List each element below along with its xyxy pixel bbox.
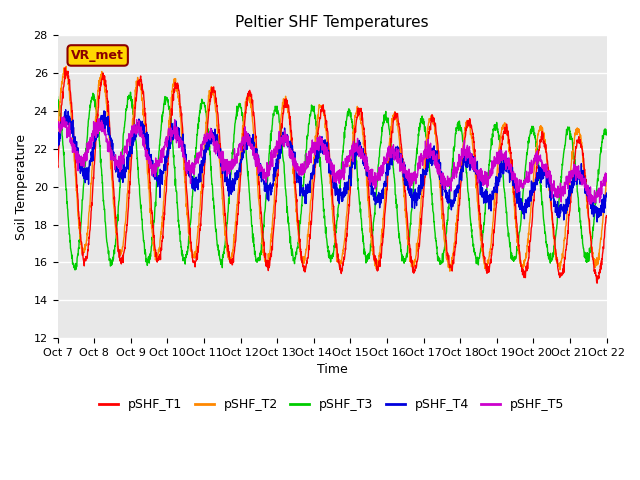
pSHF_T1	[61, 65, 69, 71]
Line: pSHF_T5: pSHF_T5	[58, 117, 607, 204]
pSHF_T4	[603, 190, 611, 196]
pSHF_T4	[54, 145, 61, 151]
pSHF_T5	[207, 132, 214, 138]
pSHF_T1	[348, 156, 356, 162]
Y-axis label: Soil Temperature: Soil Temperature	[15, 134, 28, 240]
pSHF_T5	[60, 114, 67, 120]
pSHF_T5	[603, 177, 611, 183]
pSHF_T3	[54, 94, 61, 100]
pSHF_T3	[207, 164, 215, 169]
pSHF_T4	[570, 176, 577, 181]
pSHF_T4	[348, 159, 356, 165]
pSHF_T2	[603, 176, 611, 181]
Legend: pSHF_T1, pSHF_T2, pSHF_T3, pSHF_T4, pSHF_T5: pSHF_T1, pSHF_T2, pSHF_T3, pSHF_T4, pSHF…	[95, 393, 570, 416]
pSHF_T3	[492, 123, 500, 129]
pSHF_T3	[570, 151, 577, 156]
pSHF_T2	[207, 89, 214, 95]
Line: pSHF_T4: pSHF_T4	[58, 110, 607, 222]
pSHF_T4	[593, 219, 601, 225]
Line: pSHF_T3: pSHF_T3	[58, 92, 607, 270]
pSHF_T5	[570, 167, 577, 172]
X-axis label: Time: Time	[317, 363, 348, 376]
pSHF_T3	[555, 205, 563, 211]
pSHF_T1	[593, 280, 601, 286]
pSHF_T2	[348, 144, 356, 149]
pSHF_T3	[360, 252, 368, 257]
pSHF_T2	[54, 133, 61, 139]
Line: pSHF_T1: pSHF_T1	[58, 68, 607, 283]
pSHF_T4	[492, 181, 499, 187]
pSHF_T5	[492, 155, 499, 161]
pSHF_T4	[207, 141, 214, 147]
pSHF_T4	[554, 207, 562, 213]
Text: VR_met: VR_met	[71, 49, 124, 62]
pSHF_T3	[603, 132, 611, 138]
Title: Peltier SHF Temperatures: Peltier SHF Temperatures	[236, 15, 429, 30]
pSHF_T5	[586, 201, 593, 207]
pSHF_T5	[360, 156, 368, 161]
pSHF_T4	[62, 107, 70, 113]
pSHF_T2	[446, 268, 454, 274]
pSHF_T1	[54, 163, 61, 168]
pSHF_T1	[554, 267, 562, 273]
pSHF_T1	[570, 167, 577, 172]
pSHF_T5	[348, 145, 356, 151]
pSHF_T3	[348, 119, 356, 124]
pSHF_T2	[62, 63, 70, 69]
pSHF_T2	[555, 263, 563, 269]
pSHF_T2	[570, 142, 577, 147]
pSHF_T1	[207, 93, 214, 98]
pSHF_T5	[554, 190, 562, 196]
pSHF_T1	[603, 213, 611, 218]
pSHF_T2	[360, 141, 368, 147]
pSHF_T5	[54, 127, 61, 133]
pSHF_T2	[492, 183, 500, 189]
pSHF_T4	[360, 155, 368, 160]
pSHF_T3	[127, 89, 134, 95]
pSHF_T1	[492, 210, 499, 216]
Line: pSHF_T2: pSHF_T2	[58, 66, 607, 271]
pSHF_T3	[71, 267, 79, 273]
pSHF_T1	[360, 125, 368, 131]
